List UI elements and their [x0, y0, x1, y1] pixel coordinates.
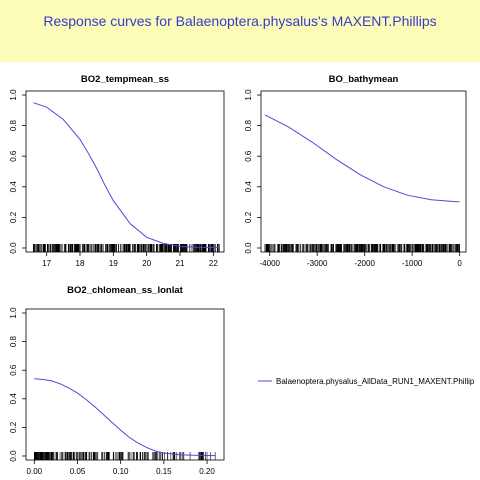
x-tick-label: 0.10 [113, 467, 129, 476]
x-tick-label: 20 [142, 259, 151, 268]
x-tick-label: 21 [176, 259, 185, 268]
plot-frame [260, 90, 467, 253]
y-tick-label: 0.2 [9, 211, 18, 223]
plot-frame [25, 308, 225, 461]
y-tick-label: 0.8 [9, 335, 18, 347]
page-title: Response curves for Balaenoptera.physalu… [43, 13, 437, 29]
x-tick-label: 19 [109, 259, 118, 268]
y-tick-label: 1.0 [244, 89, 253, 101]
x-tick-label: 0.05 [70, 467, 86, 476]
y-tick-label: 0.0 [9, 450, 18, 462]
panel-title: BO2_chlomean_ss_lonlat [67, 285, 183, 296]
x-tick-label: 0.00 [27, 467, 43, 476]
y-tick-label: 0.2 [9, 421, 18, 433]
x-tick-label: 22 [209, 259, 218, 268]
x-tick-label: 0.20 [199, 467, 215, 476]
y-tick-label: 0.4 [9, 181, 18, 193]
y-tick-label: 0.4 [244, 181, 253, 193]
y-tick-label: 0.0 [244, 242, 253, 254]
x-tick-label: 0 [457, 259, 462, 268]
y-tick-label: 1.0 [9, 89, 18, 101]
x-tick-label: -3000 [307, 259, 328, 268]
response-curve [33, 102, 221, 248]
y-tick-label: 0.6 [9, 150, 18, 162]
x-tick-label: 17 [42, 259, 51, 268]
plot-frame [25, 90, 225, 253]
rug-marks [33, 244, 220, 252]
panel-title: BO_bathymean [329, 74, 399, 85]
legend-label: Balaenoptera.physalus_AllData_RUN1_MAXEN… [276, 377, 475, 386]
x-tick-label: 18 [76, 259, 85, 268]
panel-title: BO2_tempmean_ss [81, 74, 169, 85]
rug-marks [34, 452, 216, 460]
x-tick-label: -4000 [260, 259, 281, 268]
y-tick-label: 0.6 [244, 150, 253, 162]
y-tick-label: 0.8 [9, 119, 18, 131]
x-tick-label: 0.15 [156, 467, 172, 476]
panel-1: BO2_tempmean_ss 17 18 19 20 21 22 0.0 0.2 0.4 0.6 0… [9, 74, 225, 268]
response-curve [264, 114, 460, 203]
y-tick-label: 0.0 [9, 242, 18, 254]
y-tick-label: 0.4 [9, 393, 18, 405]
title-band [0, 0, 480, 62]
rug-marks [264, 244, 460, 252]
x-tick-label: -2000 [354, 259, 375, 268]
response-curve [34, 378, 216, 457]
y-tick-label: 0.2 [244, 211, 253, 223]
y-tick-label: 1.0 [9, 307, 18, 319]
panel-2: BO_bathymean -4000 -3000 -2000 -1000 0 0.0 0.2 0… [244, 74, 467, 268]
y-tick-label: 0.8 [244, 119, 253, 131]
panel-3: BO2_chlomean_ss_lonlat 0.00 0.05 0.10 0.15 0.… [9, 285, 225, 476]
x-tick-label: -1000 [402, 259, 423, 268]
y-tick-label: 0.6 [9, 364, 18, 376]
legend: Balaenoptera.physalus_AllData_RUN1_MAXEN… [258, 377, 475, 386]
